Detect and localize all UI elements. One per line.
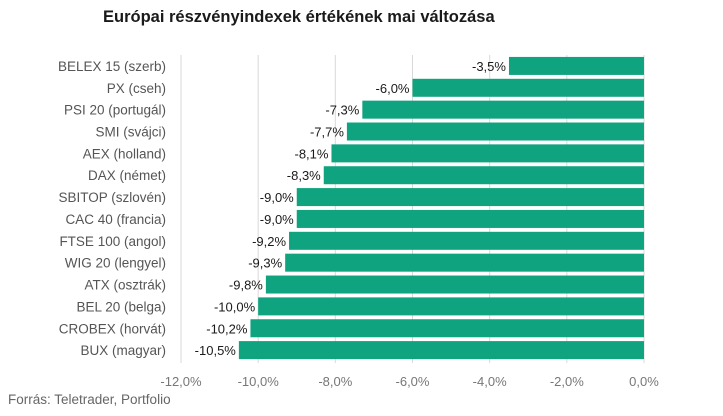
bar: [258, 297, 644, 316]
category-label: BUX (magyar): [80, 343, 166, 358]
x-tick-label: -2,0%: [550, 374, 584, 389]
value-label: -3,5%: [472, 59, 506, 74]
category-label: PSI 20 (portugál): [64, 103, 166, 118]
bar: [323, 166, 644, 185]
bar: [285, 253, 644, 272]
source-note: Forrás: Teletrader, Portfolio: [8, 392, 171, 407]
category-label: DAX (német): [88, 168, 166, 183]
x-tick-label: -10,0%: [238, 374, 280, 389]
category-label: ATX (osztrák): [84, 278, 166, 293]
value-label: -10,2%: [206, 321, 248, 336]
bar: [346, 122, 644, 141]
x-tick-label: -12,0%: [160, 374, 202, 389]
value-label: -9,0%: [260, 212, 294, 227]
bar: [296, 209, 644, 228]
category-label: BELEX 15 (szerb): [58, 59, 166, 74]
bar: [508, 56, 644, 75]
value-label: -7,3%: [325, 103, 359, 118]
category-label: CROBEX (horvát): [59, 321, 166, 336]
x-tick-label: -4,0%: [473, 374, 507, 389]
value-label: -9,3%: [248, 256, 282, 271]
bar: [412, 78, 644, 97]
x-tick-label: -6,0%: [396, 374, 430, 389]
bar: [238, 341, 644, 360]
bar: [250, 319, 644, 338]
category-label: BEL 20 (belga): [76, 299, 166, 314]
bar: [289, 231, 644, 250]
value-label: -9,8%: [229, 278, 263, 293]
value-label: -6,0%: [376, 81, 410, 96]
chart-title: Európai részvényindexek értékének mai vá…: [103, 8, 495, 26]
value-label: -8,1%: [295, 146, 329, 161]
category-label: SBITOP (szlovén): [58, 190, 166, 205]
category-label: FTSE 100 (angol): [59, 234, 166, 249]
bar: [265, 275, 644, 294]
category-label: CAC 40 (francia): [65, 212, 166, 227]
category-label: WIG 20 (lengyel): [65, 256, 166, 271]
category-label: SMI (svájci): [96, 125, 167, 140]
category-label: AEX (holland): [83, 146, 166, 161]
value-label: -7,7%: [310, 125, 344, 140]
bar: [331, 144, 644, 163]
bar: [296, 188, 644, 207]
x-tick-label: 0,0%: [629, 374, 659, 389]
value-label: -8,3%: [287, 168, 321, 183]
x-tick-label: -8,0%: [318, 374, 352, 389]
bar: [362, 100, 644, 119]
value-label: -10,0%: [214, 299, 256, 314]
value-label: -10,5%: [195, 343, 237, 358]
value-label: -9,0%: [260, 190, 294, 205]
category-label: PX (cseh): [107, 81, 166, 96]
value-label: -9,2%: [252, 234, 286, 249]
